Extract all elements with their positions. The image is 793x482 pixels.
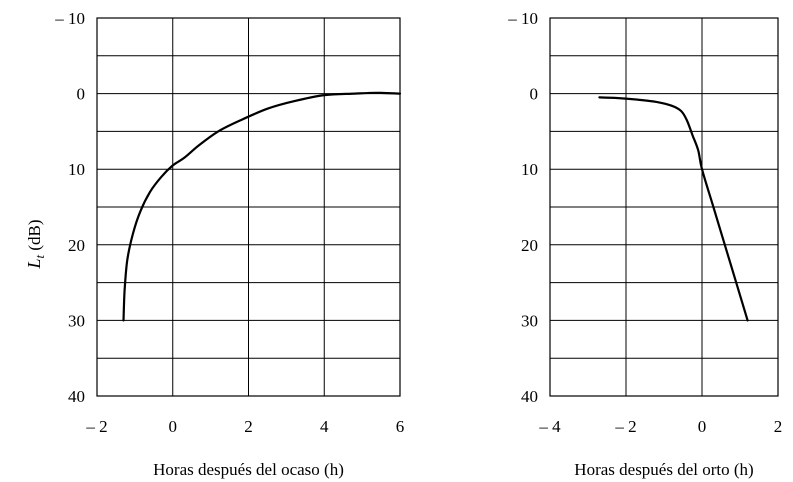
y-tick-label: 20 [521, 236, 538, 255]
x-tick-labels: – 4 – 2 0 2 [538, 417, 782, 436]
y-tick-label: 30 [521, 311, 538, 330]
y-tick-labels: – 10 0 10 20 30 40 [54, 9, 85, 406]
chart-right: – 10 0 10 20 30 40 – 4 – 2 0 2 Horas después del… [507, 9, 782, 479]
x-tick-label: 2 [244, 417, 253, 436]
y-tick-label: 40 [68, 387, 85, 406]
x-tick-label: – 4 [538, 417, 561, 436]
plot-frame [96, 17, 401, 397]
y-tick-labels: – 10 0 10 20 30 40 [507, 9, 538, 406]
y-axis-unit-text: (dB) [25, 219, 44, 250]
x-tick-label: 4 [320, 417, 329, 436]
y-axis-subscript: t [32, 255, 47, 259]
y-tick-label: 0 [530, 85, 539, 104]
x-tick-label: 6 [396, 417, 405, 436]
x-axis-label: Horas después del orto (h) [574, 460, 753, 479]
x-tick-label: – 2 [614, 417, 636, 436]
y-tick-label: 10 [521, 160, 538, 179]
y-tick-label: – 10 [54, 9, 85, 28]
x-tick-label: 0 [698, 417, 707, 436]
series-line [122, 91, 402, 322]
x-tick-label: 0 [169, 417, 178, 436]
x-tick-labels: – 2 0 2 4 6 [85, 417, 404, 436]
plot-frame [549, 17, 779, 397]
grid-lines [549, 17, 779, 397]
x-tick-label: 2 [774, 417, 783, 436]
series-line [598, 96, 749, 322]
y-tick-label: 30 [68, 311, 85, 330]
y-tick-label: – 10 [507, 9, 538, 28]
y-tick-label: 10 [68, 160, 85, 179]
chart-left: – 10 0 10 20 30 40 – 2 0 2 4 6 Horas después del … [24, 9, 404, 479]
y-axis-label: Lt (dB) [24, 219, 47, 269]
y-tick-label: 0 [77, 85, 86, 104]
x-tick-label: – 2 [85, 417, 107, 436]
x-axis-label: Horas después del ocaso (h) [153, 460, 344, 479]
y-axis-symbol: L [24, 259, 44, 270]
y-tick-label: 40 [521, 387, 538, 406]
y-tick-label: 20 [68, 236, 85, 255]
